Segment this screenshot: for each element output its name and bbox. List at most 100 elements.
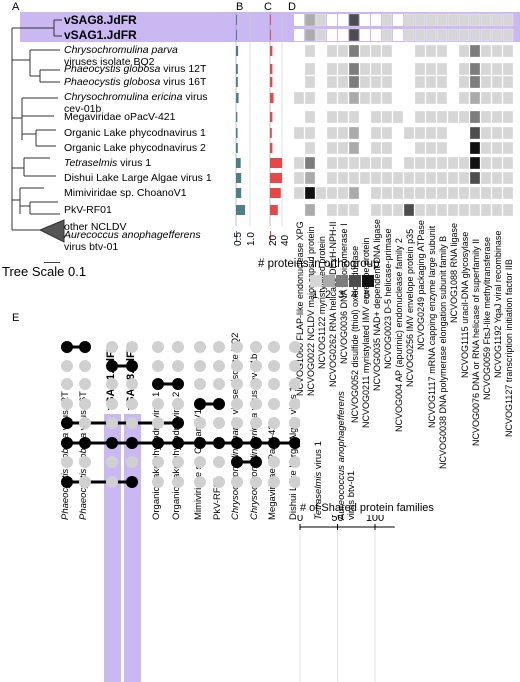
taxon-label-part: Megaviridae oPacV-421	[64, 111, 176, 123]
heatmap-cell	[370, 126, 382, 140]
taxon-label-part: Tetraselmis	[64, 157, 118, 169]
heatmap-cell	[381, 171, 393, 185]
taxon-label: Aurecoccus anophagefferens virus btv-01	[64, 229, 201, 253]
heatmap-cell	[447, 203, 459, 217]
heatmap-cell	[448, 127, 458, 139]
gene-count-bar	[270, 158, 282, 168]
upset-dot	[172, 456, 184, 468]
heatmap-cell	[381, 75, 393, 89]
upset-dot	[172, 360, 184, 372]
heatmap-cell	[502, 203, 514, 217]
heatmap-cell	[370, 156, 382, 170]
heatmap-cell	[469, 156, 481, 170]
heatmap-column-label: NCVOG1127 transcription initiation facto…	[504, 258, 514, 437]
heatmap-cell	[360, 127, 370, 139]
heatmap-cell	[315, 28, 327, 42]
taxon-label: other NCLDV	[64, 221, 126, 233]
heatmap-cell	[337, 110, 349, 124]
heatmap-cell	[304, 171, 316, 185]
taxon-label: Chrysochromulina ericina virus cev-01b	[64, 91, 208, 115]
upset-dot	[79, 378, 91, 390]
heatmap-cell	[469, 126, 481, 140]
taxon-label-part: virus 16T	[160, 76, 207, 88]
heatmap-cell	[458, 171, 470, 185]
genome-bar	[236, 15, 238, 25]
heatmap-cell	[436, 62, 448, 76]
upset-dot	[289, 378, 300, 390]
heatmap-cell	[425, 28, 437, 42]
heatmap-cell	[370, 171, 382, 185]
upset-axis-tick-label: 0	[297, 515, 303, 524]
upset-dot	[61, 398, 73, 410]
upset-dot	[213, 476, 225, 488]
heatmap-cell	[480, 203, 492, 217]
panel-letter-d: D	[288, 1, 296, 13]
heatmap-cell	[348, 44, 360, 58]
taxon-label: vSAG1.JdFR	[64, 29, 137, 41]
genome-bar	[236, 188, 242, 198]
heatmap-cell	[304, 28, 316, 42]
heatmap-cell	[381, 91, 393, 105]
heatmap-cell	[404, 111, 414, 123]
heatmap-cell	[381, 141, 393, 155]
upset-dot	[106, 456, 118, 468]
heatmap-cell	[326, 141, 338, 155]
heatmap-cell	[403, 171, 415, 185]
heatmap-cell	[359, 75, 371, 89]
heatmap-cell	[348, 141, 360, 155]
heatmap-cell	[360, 14, 370, 26]
heatmap-cell	[458, 110, 470, 124]
heatmap-cell	[458, 186, 470, 200]
heatmap-cell	[381, 110, 393, 124]
upset-dot	[231, 378, 243, 390]
heatmap-cell	[381, 28, 393, 42]
heatmap-cell	[337, 171, 349, 185]
heatmap-cell	[469, 171, 481, 185]
upset-dot	[250, 456, 262, 468]
taxon-label: Phaeocystis globosa virus 12T	[64, 63, 206, 75]
heatmap-cell	[348, 75, 360, 89]
heatmap-cell	[469, 186, 481, 200]
heatmap-cell	[316, 111, 326, 123]
legend-value: 1	[312, 289, 319, 301]
gene-count-bar	[270, 143, 273, 153]
upset-dot	[194, 378, 206, 390]
genome-bar	[236, 173, 242, 183]
heatmap-cell	[480, 171, 492, 185]
heatmap-cell	[403, 28, 415, 42]
upset-dot	[231, 341, 243, 353]
heatmap-cell	[436, 171, 448, 185]
heatmap-cell	[502, 28, 514, 42]
heatmap-cell	[425, 141, 437, 155]
taxon-label: Organic Lake phycodnavirus 1	[64, 127, 206, 139]
gene-count-bar	[270, 173, 282, 183]
heatmap-cell	[404, 92, 414, 104]
heatmap-cell	[403, 186, 415, 200]
upset-bar-chart: 05010011470593928251910	[297, 515, 395, 682]
heatmap-cell	[392, 186, 404, 200]
upset-dot	[61, 456, 73, 468]
heatmap-cell	[326, 126, 338, 140]
upset-dot	[268, 398, 280, 410]
heatmap-cell	[469, 110, 481, 124]
upset-dot	[250, 398, 262, 410]
heatmap-cell	[414, 110, 426, 124]
heatmap-cell	[326, 44, 338, 58]
heatmap-cell	[414, 62, 426, 76]
taxon-label: Phaeocystis globosa virus 16T	[64, 76, 206, 88]
heatmap-cell	[436, 203, 448, 217]
taxon-label-part: other NCLDV	[64, 221, 127, 233]
heatmap-column-label: NCVOG0076 DNA or RNA helicase of superfa…	[471, 238, 481, 446]
heatmap-cell	[337, 62, 349, 76]
taxon-label-part: virus btv-01	[64, 241, 119, 253]
gene-tick-2: 40	[280, 234, 291, 246]
heatmap-cell	[480, 110, 492, 124]
upset-dot	[231, 398, 243, 410]
heatmap-cell	[414, 171, 426, 185]
heatmap-cell	[304, 91, 316, 105]
heatmap-cell	[448, 45, 458, 57]
genome-bar	[236, 46, 239, 56]
heatmap-cell	[491, 62, 503, 76]
taxon-label: vSAG8.JdFR	[64, 14, 137, 26]
heatmap-cell	[316, 127, 326, 139]
